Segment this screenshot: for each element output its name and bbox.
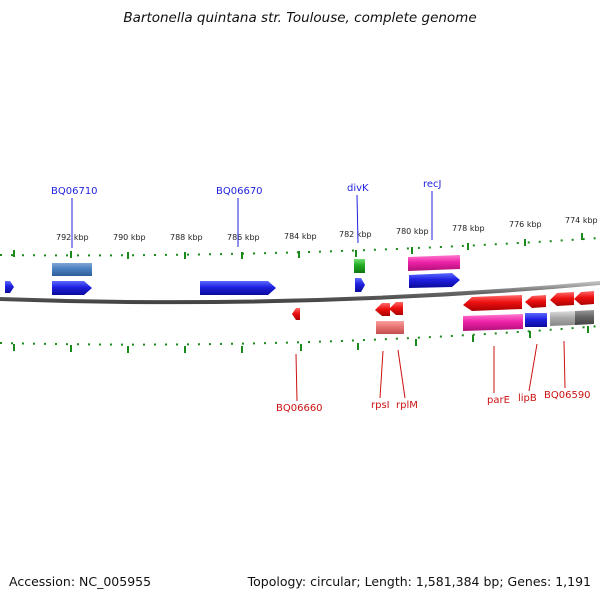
tick-label-776: 776 kbp — [509, 220, 542, 229]
gene-box-salmon[interactable] — [376, 321, 404, 334]
gene-arrow-red-a[interactable] — [550, 292, 574, 306]
tick-label-780: 780 kbp — [396, 227, 429, 236]
gene-box-steel[interactable] — [52, 263, 92, 276]
reverse-leader-lines — [295, 340, 566, 402]
map-title: Bartonella quintana str. Toulouse, compl… — [123, 10, 477, 26]
gene-label-bq06660: BQ06660 — [276, 403, 323, 414]
gene-label-lipb: lipB — [518, 393, 537, 404]
gene-arrow-rpsi[interactable] — [375, 303, 390, 316]
gene-label-bq06590: BQ06590 — [544, 390, 591, 401]
tick-marks-lower — [13, 326, 589, 353]
tick-label-788: 788 kbp — [170, 233, 203, 242]
gene-label-rplm: rplM — [396, 400, 418, 411]
gene-box-pink-lower[interactable] — [463, 314, 523, 331]
forward-leader-lines — [71, 191, 433, 248]
tick-label-774: 774 kbp — [565, 216, 598, 225]
accession-text: Accession: NC_005955 — [9, 574, 152, 589]
gene-arrow-pare[interactable] — [463, 295, 522, 311]
tick-label-784: 784 kbp — [284, 232, 317, 241]
tick-label-782: 782 kbp — [339, 230, 372, 239]
gene-box-darkgray[interactable] — [575, 310, 594, 325]
genome-stats-text: Topology: circular; Length: 1,581,384 bp… — [247, 574, 591, 589]
gene-label-pare: parE — [487, 395, 510, 406]
gene-arrow-divk[interactable] — [355, 278, 365, 292]
gene-arrow-red-small[interactable] — [525, 295, 546, 308]
gene-box-lipb[interactable] — [525, 313, 547, 327]
tick-marks-upper — [13, 233, 583, 259]
forward-gene-labels: BQ06710 BQ06670 divK recJ — [51, 179, 442, 197]
gene-label-recj: recJ — [423, 179, 442, 190]
gene-box-gray[interactable] — [550, 311, 575, 326]
tick-label-786: 786 kbp — [227, 233, 260, 242]
gene-box-green[interactable] — [354, 259, 365, 273]
gene-arrow-rplm[interactable] — [389, 302, 403, 315]
genome-backbone — [0, 281, 600, 305]
gene-label-bq06710: BQ06710 — [51, 186, 98, 197]
gene-arrow-bq06710[interactable] — [52, 281, 92, 295]
gene-label-bq06670: BQ06670 — [216, 186, 263, 197]
gene-label-divk: divK — [347, 183, 369, 194]
scale-labels: 792 kbp 790 kbp 788 kbp 786 kbp 784 kbp … — [56, 216, 598, 242]
tick-label-790: 790 kbp — [113, 233, 146, 242]
gene-arrow-recj[interactable] — [409, 273, 460, 288]
tick-label-778: 778 kbp — [452, 224, 485, 233]
gene-label-rpsi: rpsI — [371, 400, 390, 411]
gene-arrow-red-b[interactable] — [574, 291, 594, 305]
forward-strand-features — [5, 255, 460, 295]
gene-arrow-edge-left[interactable] — [5, 281, 14, 293]
gene-box-pink-upper[interactable] — [408, 255, 460, 271]
gene-arrow-bq06670[interactable] — [200, 281, 276, 295]
reverse-strand-features — [292, 291, 594, 334]
reverse-gene-labels: BQ06660 rpsI rplM parE lipB BQ06590 — [276, 390, 591, 414]
gene-arrow-bq06660[interactable] — [292, 308, 300, 320]
